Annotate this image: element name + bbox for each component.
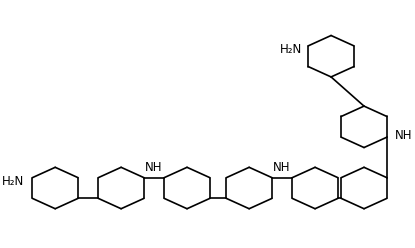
Text: H₂N: H₂N xyxy=(2,175,24,188)
Text: NH: NH xyxy=(145,161,163,174)
Text: NH: NH xyxy=(273,161,291,174)
Text: H₂N: H₂N xyxy=(280,43,302,57)
Text: NH: NH xyxy=(395,129,413,142)
